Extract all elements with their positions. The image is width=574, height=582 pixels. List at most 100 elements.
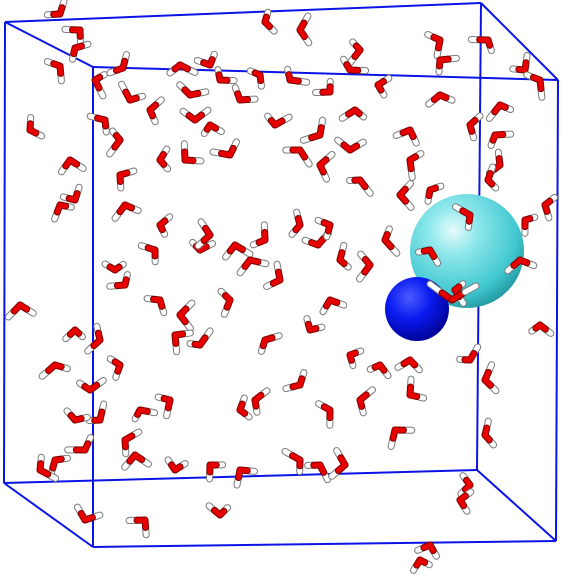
water-molecule: [180, 140, 205, 165]
water-molecule: [414, 541, 440, 560]
water-molecule: [194, 218, 214, 250]
water-molecule: [340, 55, 370, 75]
water-molecule: [121, 451, 152, 471]
water-molecule: [143, 295, 168, 317]
water-molecule: [523, 71, 546, 101]
water-molecule-coordinating: [426, 280, 480, 304]
water-molecule: [217, 287, 234, 318]
water-molecule: [200, 121, 225, 137]
water-molecule: [4, 301, 37, 321]
water-molecule: [346, 176, 374, 197]
water-molecule: [356, 250, 374, 283]
water-molecule: [179, 106, 212, 124]
water-molecule: [425, 91, 456, 108]
water-molecule: [334, 136, 367, 154]
water-molecule: [504, 256, 538, 275]
water-molecule: [424, 31, 444, 60]
water-molecule: [304, 461, 331, 484]
water-molecule: [205, 502, 232, 519]
water-molecule: [61, 25, 84, 47]
water-molecule: [85, 400, 108, 425]
water-molecule: [193, 50, 218, 69]
ions: [385, 194, 524, 341]
water-molecule: [106, 51, 130, 77]
water-molecule: [26, 113, 46, 140]
water-molecule: [528, 321, 555, 337]
water-molecule: [415, 246, 442, 267]
water-molecule: [319, 296, 348, 316]
water-molecule: [487, 130, 515, 149]
water-molecule: [125, 516, 150, 539]
water-molecule: [288, 208, 304, 238]
water-molecule: [261, 8, 278, 35]
water-molecule: [303, 315, 326, 334]
water-molecule: [456, 488, 475, 515]
water-molecule: [264, 112, 293, 129]
water-molecule: [137, 242, 159, 266]
water-molecule: [36, 453, 60, 482]
water-molecule: [206, 461, 227, 483]
water-molecule: [249, 221, 269, 249]
water-molecule: [424, 182, 445, 205]
water-molecule: [484, 163, 500, 192]
water-molecule: [156, 145, 172, 173]
water-molecule: [346, 347, 365, 370]
water-molecule: [233, 466, 258, 489]
water-molecule: [406, 150, 425, 181]
water-molecule: [394, 356, 423, 374]
water-molecule: [456, 343, 482, 364]
water-molecule: [171, 329, 194, 356]
water-molecule: [176, 81, 210, 99]
water-molecule: [328, 447, 349, 480]
water-molecule: [263, 260, 284, 290]
water-molecule: [43, 0, 68, 19]
water-molecule: [316, 151, 336, 183]
water-molecule: [58, 156, 87, 176]
water-molecule: [222, 241, 254, 261]
water-molecule: [467, 35, 495, 55]
water-molecule: [521, 213, 539, 237]
water-molecule: [296, 12, 313, 47]
water-molecule: [541, 194, 559, 222]
water-molecule: [315, 400, 334, 429]
water-molecule: [481, 417, 498, 449]
water-molecule: [69, 40, 92, 63]
water-molecule: [509, 52, 531, 74]
water-molecule: [452, 203, 474, 231]
water-molecule: [176, 299, 196, 332]
water-molecule: [396, 179, 415, 211]
water-molecules-front: [415, 203, 538, 307]
water-molecule: [154, 393, 174, 420]
water-molecule: [91, 71, 108, 100]
water-molecule: [146, 96, 165, 126]
water-molecule: [76, 376, 107, 394]
water-molecule: [73, 503, 104, 524]
water-molecule: [156, 213, 174, 238]
water-molecule: [284, 65, 311, 86]
water-molecule: [118, 80, 147, 104]
water-molecule: [356, 386, 377, 417]
water-molecule: [236, 394, 253, 421]
water-molecule: [338, 106, 368, 122]
water-molecules: [4, 0, 559, 574]
water-molecule: [47, 454, 72, 480]
water-molecule: [231, 84, 259, 104]
water-molecule: [131, 406, 159, 423]
cation-sphere: [410, 194, 524, 308]
water-molecule: [164, 456, 189, 474]
water-molecule: [106, 271, 131, 290]
water-molecule: [281, 447, 304, 476]
water-molecule: [236, 256, 270, 277]
water-molecule: [381, 225, 401, 257]
water-molecule: [86, 112, 110, 136]
water-molecule: [51, 201, 75, 223]
water-molecule: [282, 146, 313, 168]
water-molecule: [101, 260, 127, 274]
water-molecule: [251, 387, 271, 416]
water-molecule: [63, 407, 91, 424]
water-molecule: [111, 201, 142, 222]
water-molecule: [214, 66, 238, 85]
water-molecule: [209, 138, 240, 159]
water-molecule: [186, 327, 214, 349]
